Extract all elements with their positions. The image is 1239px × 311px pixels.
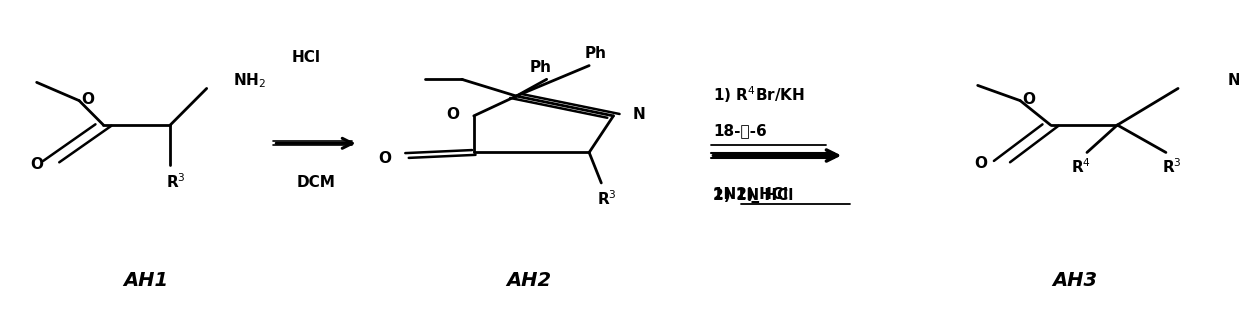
Text: NH$_2$ HCl: NH$_2$ HCl <box>1227 72 1239 90</box>
Text: O: O <box>1022 92 1036 107</box>
Text: HCl: HCl <box>291 50 321 66</box>
Text: R$^3$: R$^3$ <box>166 172 186 191</box>
Text: R$^4$: R$^4$ <box>1070 157 1090 175</box>
Text: AH3: AH3 <box>1052 271 1098 290</box>
Text: AH2: AH2 <box>506 271 551 290</box>
Text: 1N2) ̲HCl: 1N2) ̲HCl <box>712 187 788 203</box>
Text: Ph: Ph <box>585 46 606 61</box>
Text: 2) 1N HCl: 2) 1N HCl <box>712 188 793 203</box>
Text: O: O <box>974 156 987 171</box>
Text: 18-冠-6: 18-冠-6 <box>712 123 767 139</box>
Text: N: N <box>633 107 646 122</box>
Text: Ph: Ph <box>529 60 551 75</box>
Text: O: O <box>30 157 43 172</box>
Text: O: O <box>378 151 392 166</box>
Text: R$^3$: R$^3$ <box>1162 157 1182 175</box>
Text: R$^3$: R$^3$ <box>597 189 617 207</box>
Text: NH$_2$: NH$_2$ <box>233 72 266 90</box>
Text: O: O <box>446 107 460 122</box>
Text: O: O <box>82 92 94 107</box>
Text: DCM: DCM <box>296 175 336 190</box>
Text: AH1: AH1 <box>124 271 169 290</box>
Text: 1) R$^4$Br/KH: 1) R$^4$Br/KH <box>712 84 805 105</box>
